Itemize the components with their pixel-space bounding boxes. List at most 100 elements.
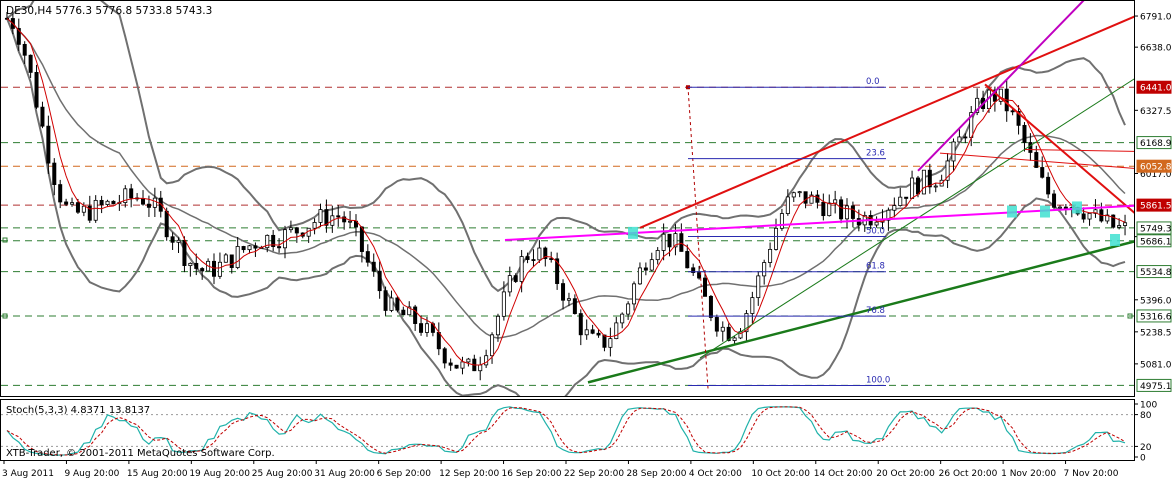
candle-body <box>365 251 370 263</box>
candle-body <box>584 329 589 336</box>
price-tick-label: 5081.0 <box>1140 360 1172 370</box>
time-tick-label: 22 Sep 20:00 <box>564 469 624 479</box>
candle-body <box>507 275 512 293</box>
candle-body <box>93 199 98 221</box>
candle-body <box>58 184 63 203</box>
candle-body <box>998 88 1003 102</box>
price-marker-box[interactable] <box>1136 221 1172 235</box>
highlight-marker <box>1072 201 1082 214</box>
candle-body <box>490 334 495 357</box>
candle-body <box>282 229 287 249</box>
candle-body <box>809 194 814 204</box>
price-marker-box[interactable] <box>1136 309 1172 323</box>
candle-body <box>797 191 802 194</box>
stoch-signal-line <box>6 406 1126 456</box>
candle-body <box>667 233 672 248</box>
candle-body <box>886 209 891 221</box>
fib-level-label: 23.6 <box>866 149 885 159</box>
trend-line-red-thin[interactable] <box>939 152 1140 169</box>
candle-body <box>16 28 21 45</box>
highlight-marker <box>1110 233 1120 246</box>
trend-line-red-short[interactable] <box>1024 148 1140 152</box>
candle-body <box>590 329 595 334</box>
price-marker-box[interactable] <box>1136 80 1172 94</box>
price-marker-box[interactable] <box>1136 378 1172 392</box>
price-marker-label: 5316.6 <box>1140 312 1172 322</box>
candle-body <box>336 215 341 218</box>
bollinger-lower-band <box>6 18 1126 396</box>
price-marker-box[interactable] <box>1136 234 1172 248</box>
price-marker-box[interactable] <box>1136 198 1172 212</box>
candle-body <box>389 297 394 311</box>
candle-body <box>1087 212 1092 220</box>
time-tick-label: 4 Oct 20:00 <box>689 469 742 479</box>
candle-body <box>933 185 938 188</box>
fib-level-label: 76.8 <box>866 306 885 316</box>
candle-body <box>845 205 850 220</box>
time-tick-label: 7 Nov 20:00 <box>1064 469 1119 479</box>
candle-body <box>679 233 684 252</box>
candle-body <box>1105 214 1110 222</box>
candle-body <box>649 259 654 271</box>
time-tick-label: 6 Sep 20:00 <box>377 469 432 479</box>
candle-body <box>395 297 400 311</box>
candle-body <box>762 262 767 277</box>
candle-body <box>217 261 222 277</box>
trend-line-green-support[interactable] <box>587 240 1140 384</box>
candle-body <box>105 200 110 205</box>
trend-line-magenta-flat[interactable] <box>504 204 1140 241</box>
candle-body <box>194 262 199 269</box>
price-marker-box[interactable] <box>1136 136 1172 150</box>
candle-body <box>791 192 796 198</box>
candle-body <box>1034 152 1039 168</box>
candle-body <box>691 267 696 273</box>
candle-body <box>626 303 631 315</box>
price-marker-box[interactable] <box>1136 265 1172 279</box>
stoch-info: Stoch(5,3,3) 4.8371 13.8137 <box>6 405 150 416</box>
candle-body <box>164 210 169 238</box>
candle-body <box>442 348 447 364</box>
time-tick-label: 15 Aug 20:00 <box>127 469 188 479</box>
candle-body <box>253 245 258 249</box>
candle-body <box>1052 193 1057 208</box>
candle-body <box>436 332 441 350</box>
bollinger-middle-band <box>6 17 1126 339</box>
stoch-tick-label: 0 <box>1140 454 1146 464</box>
candle-body <box>566 298 571 301</box>
candle-body <box>685 251 690 269</box>
candle-body <box>342 216 347 223</box>
price-tick-label: 5238.5 <box>1140 328 1172 338</box>
candle-body <box>720 326 725 332</box>
trend-line-red-rising[interactable] <box>639 14 1140 229</box>
candle-body <box>383 290 388 311</box>
candle-body <box>620 313 625 324</box>
time-tick-label: 31 Aug 20:00 <box>314 469 375 479</box>
price-marker-box[interactable] <box>1136 159 1172 173</box>
candle-body <box>643 267 648 271</box>
candle-body <box>359 226 364 252</box>
candle-body <box>466 358 471 363</box>
time-tick-label: 9 Aug 20:00 <box>64 469 119 479</box>
trend-line-red-falling[interactable] <box>984 83 1140 217</box>
candle-body <box>170 236 175 243</box>
price-tick-label: 6327.5 <box>1140 107 1172 117</box>
copyright-text: XTB-Trader, © 2001-2011 MetaQuotes Softw… <box>6 448 275 459</box>
time-tick-label: 25 Aug 20:00 <box>252 469 313 479</box>
candle-body <box>768 248 773 263</box>
candle-body <box>543 247 548 259</box>
candle-body <box>744 313 749 333</box>
candle-body <box>1057 206 1062 209</box>
candle-body <box>1028 142 1033 153</box>
stoch-panel-frame <box>0 399 1135 461</box>
price-marker-label: 6168.9 <box>1140 139 1172 149</box>
candle-body <box>212 260 217 277</box>
candle-body <box>87 205 92 221</box>
candle-body <box>703 277 708 297</box>
candle-body <box>874 221 879 226</box>
trend-line-magenta-steep[interactable] <box>917 0 1090 172</box>
price-marker-label: 5749.3 <box>1140 224 1172 234</box>
candle-body <box>945 160 950 181</box>
candle-body <box>833 199 838 204</box>
candle-body <box>1111 214 1116 228</box>
